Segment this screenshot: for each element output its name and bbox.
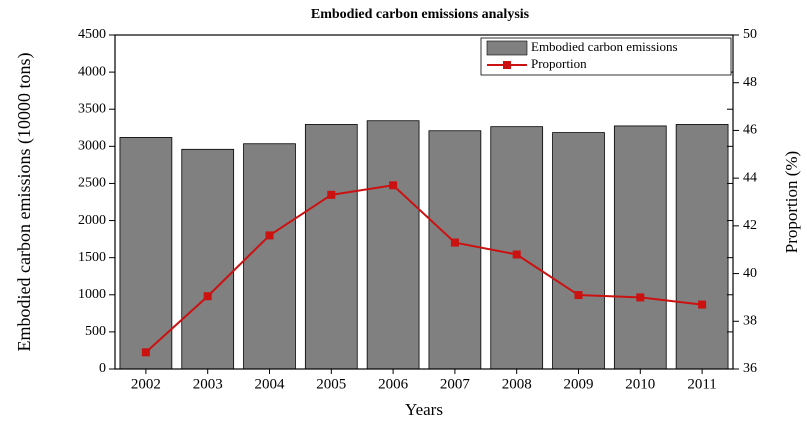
y2-axis-label: Proportion (%) [782,151,801,253]
y2-tick-label: 40 [743,266,757,281]
y-tick-label: 4000 [78,64,106,79]
y2-tick-label: 36 [743,361,757,376]
point [574,291,583,300]
point [512,250,521,259]
y-tick-label: 3500 [78,101,106,116]
point [450,238,459,247]
x-axis-label: Years [405,400,443,419]
x-tick-label: 2008 [502,376,532,392]
point [265,231,274,240]
legend-label: Embodied carbon emissions [531,39,678,54]
point [203,292,212,301]
bar [243,143,296,370]
x-tick-label: 2010 [625,376,655,392]
x-tick-label: 2003 [193,376,223,392]
legend-label: Proportion [531,56,587,71]
y2-tick-label: 46 [743,123,757,138]
point [327,190,336,199]
x-tick-label: 2006 [378,376,409,392]
y-tick-label: 2000 [78,213,106,228]
y-axis-label: Embodied carbon emissions (10000 tons) [14,53,35,352]
x-tick-label: 2011 [687,376,716,392]
y2-tick-label: 42 [743,218,757,233]
y-tick-label: 1000 [78,287,106,302]
line [145,184,703,354]
y-tick-label: 2500 [78,176,106,191]
x-tick-label: 2007 [440,376,471,392]
point [698,300,707,309]
bar [428,130,482,370]
y-tick-label: 1500 [78,250,106,265]
bar [613,125,667,370]
y2-tick-label: 48 [743,75,757,90]
y2-tick-label: 44 [743,170,757,185]
bar [552,132,605,370]
y2-tick-label: 38 [743,314,757,329]
x-tick-label: 2004 [255,376,286,392]
y2-tick-label: 50 [743,27,757,42]
x-tick-label: 2005 [316,376,346,392]
bar [490,126,544,370]
plot-frame [114,34,734,370]
bar [119,137,173,370]
y-tick-label: 500 [85,324,106,339]
legend-swatch [486,40,528,56]
bar [366,120,420,370]
y-tick-label: 0 [99,361,106,376]
point [141,348,150,357]
bar [181,148,235,370]
x-tick-label: 2009 [564,376,594,392]
y-tick-label: 3000 [78,139,106,154]
x-tick-label: 2002 [131,376,161,392]
point [636,293,645,302]
chart-title: Embodied carbon emissions analysis [311,7,530,22]
y-tick-label: 4500 [78,27,106,42]
legend-marker [503,61,511,69]
bar [675,124,729,370]
bar [304,124,358,370]
point [389,181,398,190]
